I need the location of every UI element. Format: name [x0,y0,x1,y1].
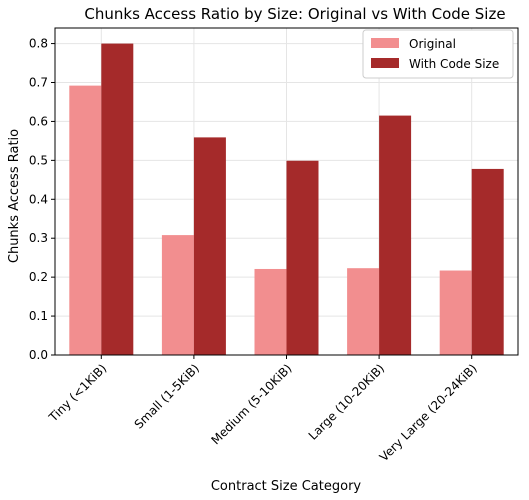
y-tick-label: 0.6 [29,114,48,128]
y-tick-label: 0.5 [29,153,48,167]
bar-original-0 [69,85,102,355]
bar-original-4 [439,270,472,355]
bar-with-code-size-1 [193,137,226,355]
bar-original-3 [347,268,380,355]
y-tick-label: 0.7 [29,76,48,90]
x-axis-label: Contract Size Category [211,479,362,494]
chart-title: Chunks Access Ratio by Size: Original vs… [84,5,505,23]
bar-with-code-size-2 [286,160,319,355]
y-tick-label: 0.0 [29,348,48,362]
x-tick-label: Small (1-5KiB) [132,361,202,431]
legend-swatch-original [371,38,399,48]
plot-frame [54,27,519,356]
x-tick-label: Tiny (<1KiB) [46,361,110,425]
y-tick-label: 0.1 [29,309,48,323]
bar-with-code-size-0 [101,43,134,355]
y-tick-label: 0.4 [29,192,48,206]
y-tick-label: 0.3 [29,231,48,245]
bars-group [69,43,504,355]
y-axis-ticks: 0.0 0.1 0.2 0.3 0.4 0.5 0.6 0.7 0.8 [29,37,55,362]
x-tick-label: Large (10-20KiB) [306,361,387,442]
legend-swatch-with-code-size [371,58,399,68]
bar-original-1 [161,235,194,355]
legend-label-original: Original [409,37,456,51]
x-tick-label: Medium (5-10KiB) [208,361,294,447]
legend-box [362,29,514,79]
y-tick-label: 0.8 [29,37,48,51]
bar-with-code-size-3 [379,115,412,355]
y-axis-label: Chunks Access Ratio [7,129,22,263]
y-tick-label: 0.2 [29,270,48,284]
x-axis-ticks: Tiny (<1KiB) Small (1-5KiB) Medium (5-10Ki… [46,355,480,464]
bar-with-code-size-4 [471,168,504,355]
x-tick-label: Very Large (20-24KiB) [377,361,480,464]
legend-label-with-code-size: With Code Size [409,57,499,71]
bar-original-2 [254,268,287,355]
legend: Original With Code Size [362,29,514,79]
